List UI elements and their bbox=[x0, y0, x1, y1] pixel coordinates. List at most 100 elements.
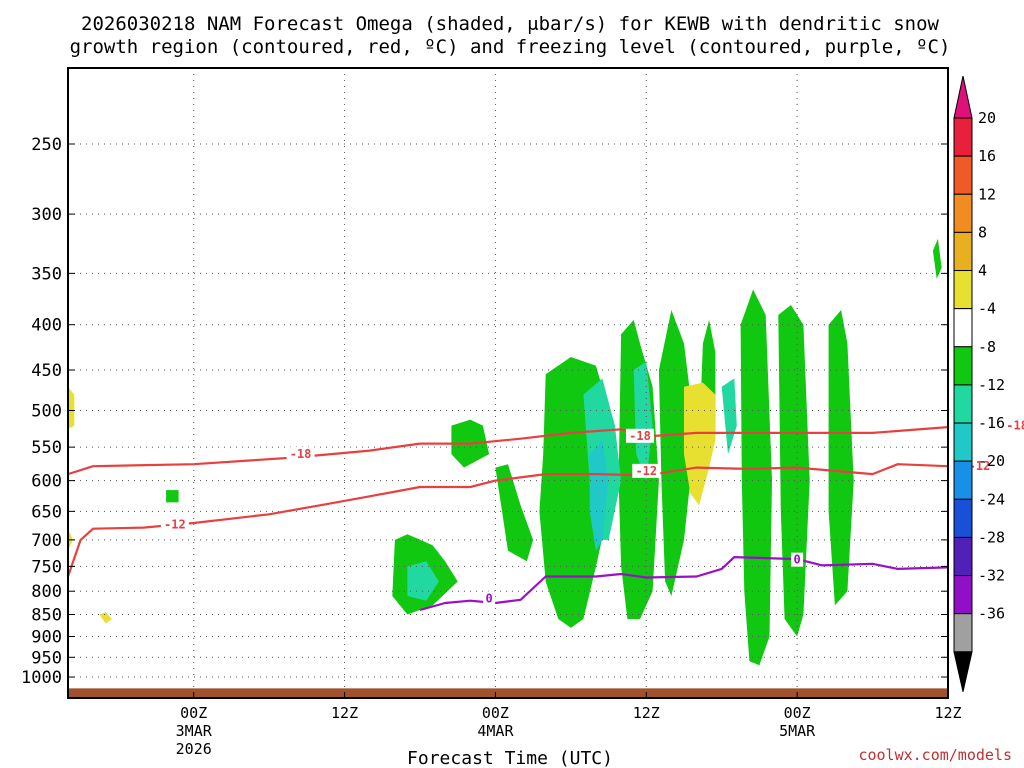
omega-region bbox=[684, 382, 716, 506]
y-tick-label: 1000 bbox=[21, 668, 62, 688]
colorbar-swatch bbox=[953, 270, 973, 310]
colorbar-swatch bbox=[953, 308, 973, 348]
colorbar-label: -32 bbox=[978, 567, 1005, 585]
colorbar-label: -16 bbox=[978, 414, 1005, 432]
colorbar-swatch bbox=[953, 346, 973, 386]
contour-line bbox=[68, 463, 948, 577]
omega-region bbox=[68, 386, 75, 430]
contour-line bbox=[68, 425, 948, 476]
y-tick-label: 950 bbox=[31, 648, 62, 668]
y-tick-label: 550 bbox=[31, 438, 62, 458]
contour-lines bbox=[68, 425, 948, 612]
colorbar-swatch bbox=[953, 460, 973, 500]
colorbar-label: 16 bbox=[978, 147, 996, 165]
x-axis-label: Forecast Time (UTC) bbox=[407, 748, 613, 768]
omega-region bbox=[658, 310, 691, 596]
colorbar-bottom-arrow bbox=[953, 651, 973, 692]
omega-region bbox=[998, 194, 1006, 233]
y-tick-label: 650 bbox=[31, 502, 62, 522]
colorbar-swatch bbox=[953, 193, 973, 233]
contour-label-background bbox=[1003, 418, 1024, 433]
colorbar: 20 16 12 8 4 -4 -8 -12 -16 -20 -24 -28 -32 -36 bbox=[953, 75, 1005, 692]
omega-region bbox=[99, 612, 112, 624]
ground-terrain bbox=[68, 688, 948, 698]
title-line-2: growth region (contoured, red, ºC) and f… bbox=[70, 36, 951, 58]
y-tick-label: 900 bbox=[31, 627, 62, 647]
x-tick-date: 4MAR bbox=[477, 722, 514, 740]
colorbar-swatch bbox=[953, 117, 973, 157]
x-tick-label: 00Z bbox=[784, 704, 811, 722]
y-tick-label: 500 bbox=[31, 402, 62, 422]
colorbar-label: -12 bbox=[978, 376, 1005, 394]
x-tick-label: 00Z bbox=[180, 704, 207, 722]
y-axis: 2503003504004505005506006507007508008509… bbox=[21, 135, 948, 688]
colorbar-swatch bbox=[953, 384, 973, 424]
y-tick-label: 800 bbox=[31, 582, 62, 602]
contour-label-background bbox=[286, 447, 315, 462]
omega-region bbox=[495, 464, 534, 562]
colorbar-label: -24 bbox=[978, 490, 1005, 508]
x-tick-label: 00Z bbox=[482, 704, 509, 722]
colorbar-label: 4 bbox=[978, 262, 987, 280]
colorbar-top-arrow bbox=[953, 75, 973, 119]
contour-label: -12 bbox=[635, 464, 657, 478]
contour-label-background bbox=[791, 552, 804, 567]
omega-region bbox=[407, 561, 439, 601]
omega-region bbox=[932, 238, 942, 279]
x-tick-date: 5MAR bbox=[779, 722, 816, 740]
x-tick-label: 12Z bbox=[633, 704, 660, 722]
watermark: coolwx.com/models bbox=[858, 746, 1012, 764]
plot-background bbox=[68, 68, 948, 698]
colorbar-label: -8 bbox=[978, 338, 996, 356]
contour-label: -18 bbox=[1006, 419, 1024, 433]
x-tick-year: 2026 bbox=[176, 740, 212, 758]
y-tick-label: 700 bbox=[31, 531, 62, 551]
colorbar-label: -4 bbox=[978, 300, 996, 318]
omega-region bbox=[589, 440, 609, 551]
colorbar-label: 20 bbox=[978, 109, 996, 127]
contour-label: -12 bbox=[969, 459, 991, 473]
title-line-1: 2026030218 NAM Forecast Omega (shaded, μ… bbox=[81, 13, 939, 35]
plot-frame bbox=[67, 67, 949, 699]
colorbar-swatch bbox=[953, 155, 973, 195]
colorbar-swatch bbox=[953, 536, 973, 577]
x-tick-label: 12Z bbox=[331, 704, 358, 722]
omega-region bbox=[166, 490, 179, 503]
omega-region bbox=[1013, 534, 1021, 561]
y-tick-label: 850 bbox=[31, 606, 62, 626]
colorbar-swatch bbox=[953, 575, 973, 615]
omega-region bbox=[721, 378, 737, 455]
colorbar-label: -36 bbox=[978, 605, 1005, 623]
chart-title: 2026030218 NAM Forecast Omega (shaded, μ… bbox=[70, 13, 951, 58]
contour-label: 0 bbox=[486, 591, 493, 605]
colorbar-swatch bbox=[953, 231, 973, 272]
colorbar-label: 8 bbox=[978, 223, 987, 241]
x-tick-label: 12Z bbox=[934, 704, 961, 722]
colorbar-swatch bbox=[953, 613, 973, 653]
ground-layer bbox=[68, 688, 948, 698]
contour-label: 0 bbox=[794, 553, 801, 567]
y-tick-label: 250 bbox=[31, 135, 62, 155]
contour-label: -18 bbox=[290, 447, 312, 461]
y-tick-label: 300 bbox=[31, 205, 62, 225]
colorbar-swatch bbox=[953, 422, 973, 462]
contour-label-background bbox=[483, 591, 496, 606]
omega-region bbox=[828, 310, 854, 606]
colorbar-label: -20 bbox=[978, 452, 1005, 470]
contour-label-background bbox=[160, 517, 189, 532]
contour-label-background bbox=[626, 428, 654, 443]
x-tick-date: 3MAR bbox=[176, 722, 213, 740]
contour-label-background bbox=[632, 463, 661, 478]
y-tick-label: 750 bbox=[31, 557, 62, 577]
y-tick-label: 400 bbox=[31, 316, 62, 336]
colorbar-swatch bbox=[953, 498, 973, 538]
y-tick-label: 600 bbox=[31, 472, 62, 492]
contour-label: -12 bbox=[164, 518, 186, 532]
colorbar-label: 12 bbox=[978, 185, 996, 203]
colorbar-label: -28 bbox=[978, 528, 1005, 546]
omega-region bbox=[740, 289, 772, 666]
y-tick-label: 350 bbox=[31, 264, 62, 284]
omega-region bbox=[633, 361, 653, 481]
